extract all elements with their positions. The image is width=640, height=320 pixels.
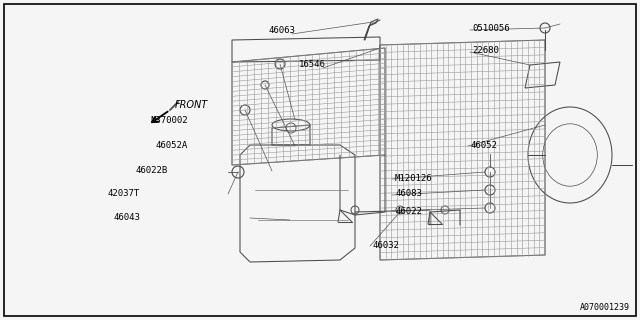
Text: 46043: 46043	[113, 213, 140, 222]
Text: A070001239: A070001239	[580, 303, 630, 312]
Text: 46052: 46052	[470, 140, 497, 149]
Text: 46022B: 46022B	[136, 165, 168, 174]
Text: N370002: N370002	[150, 116, 188, 124]
Text: 46032: 46032	[372, 242, 399, 251]
Text: 42037T: 42037T	[108, 189, 140, 198]
Text: 22680: 22680	[472, 45, 499, 54]
Text: 46022: 46022	[395, 206, 422, 215]
Text: 0510056: 0510056	[472, 23, 509, 33]
Text: FRONT: FRONT	[175, 100, 208, 110]
Text: 46052A: 46052A	[156, 140, 188, 149]
Text: 46083: 46083	[395, 189, 422, 198]
Text: 46063: 46063	[268, 26, 295, 35]
Text: 16546: 16546	[299, 60, 326, 68]
Text: M120126: M120126	[395, 173, 433, 182]
